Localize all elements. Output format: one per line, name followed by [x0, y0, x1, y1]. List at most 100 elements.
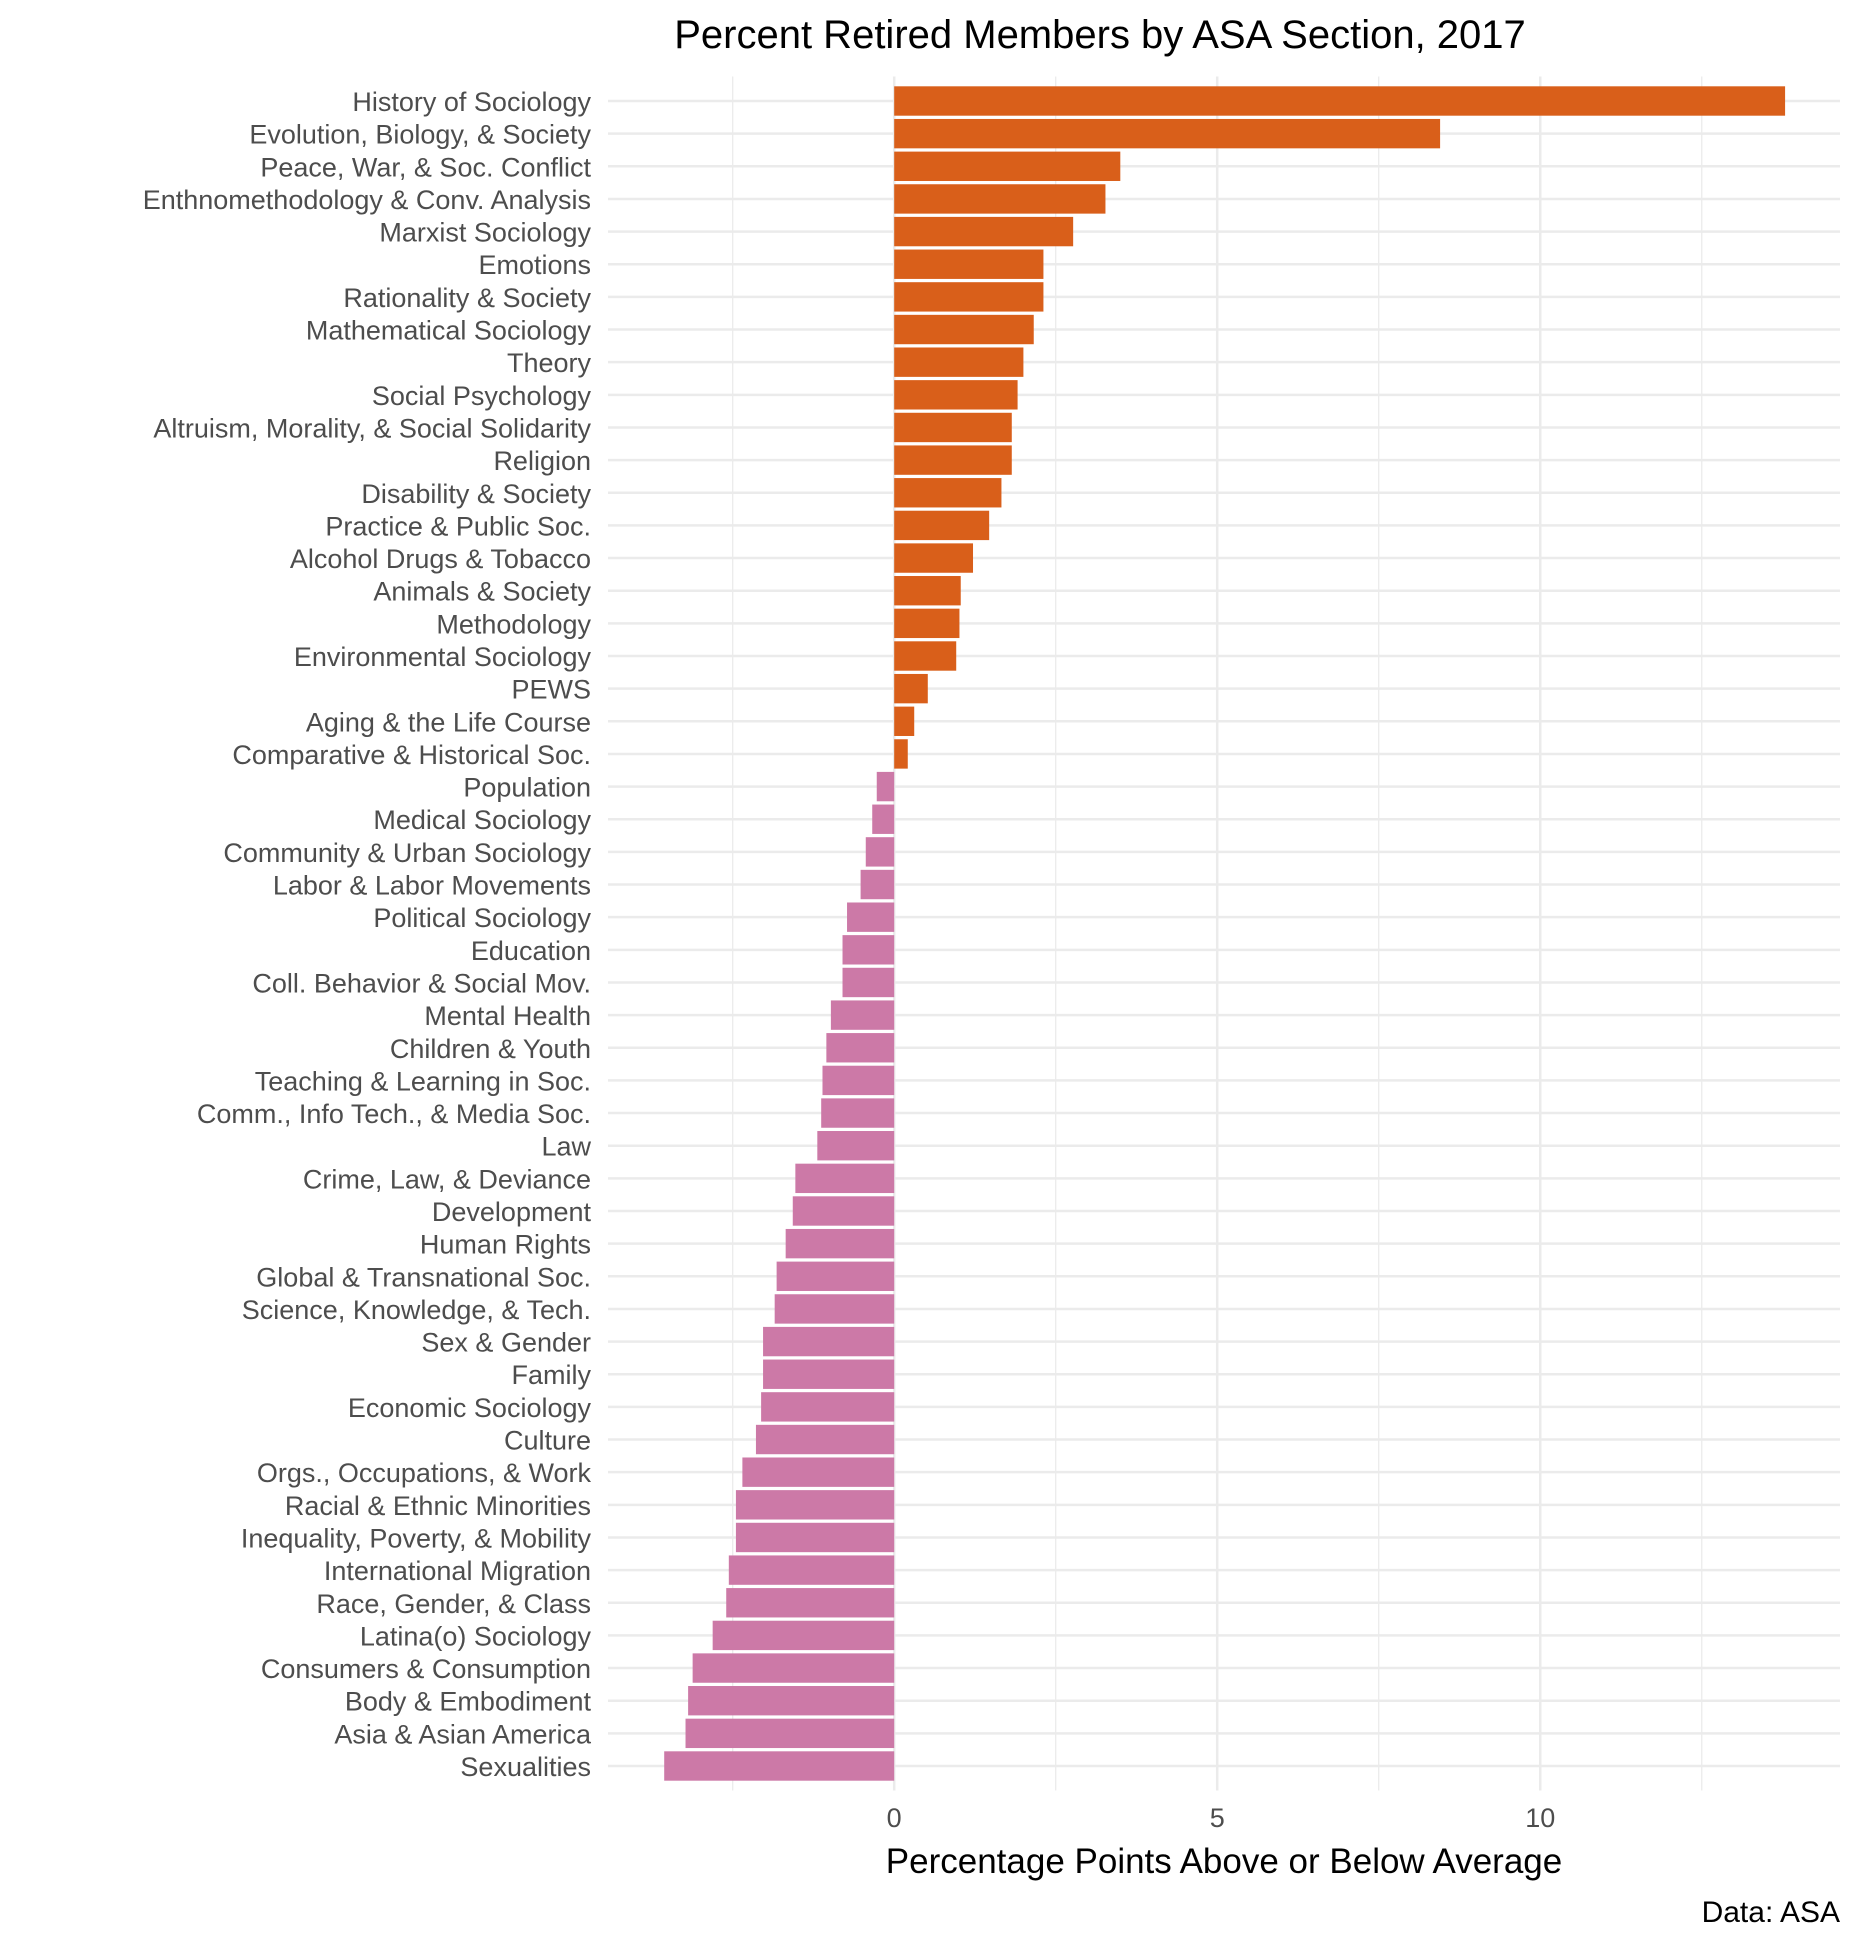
chart-title: Percent Retired Members by ASA Section, …: [674, 13, 1526, 57]
y-tick-label: Science, Knowledge, & Tech.: [242, 1295, 591, 1325]
y-tick-label: PEWS: [511, 675, 591, 705]
bar: [728, 1555, 895, 1585]
y-tick-label: Asia & Asian America: [334, 1719, 592, 1749]
y-tick-label: Emotions: [478, 250, 591, 280]
x-axis-label: Percentage Points Above or Below Average: [886, 1842, 1562, 1881]
y-tick-label: Rationality & Society: [343, 283, 591, 313]
bar: [785, 1228, 895, 1259]
y-tick-label: Family: [512, 1360, 592, 1390]
y-tick-label: Human Rights: [420, 1230, 591, 1260]
bar: [742, 1457, 895, 1487]
bar: [894, 314, 1034, 345]
y-tick-label: Animals & Society: [373, 577, 591, 607]
bar: [894, 608, 960, 639]
y-tick-label: Economic Sociology: [348, 1393, 592, 1423]
grid: [608, 76, 1840, 1791]
y-tick-label: Marxist Sociology: [379, 218, 591, 248]
y-tick-label: Religion: [493, 446, 591, 476]
bar: [735, 1522, 895, 1553]
bar: [735, 1490, 895, 1520]
bar: [792, 1196, 895, 1226]
bar: [761, 1392, 895, 1422]
y-tick-label: Social Psychology: [372, 381, 592, 411]
y-tick-label: Community & Urban Sociology: [223, 838, 591, 868]
y-tick-label: Medical Sociology: [373, 805, 591, 835]
y-tick-label: Enthnomethodology & Conv. Analysis: [143, 185, 591, 215]
bar: [876, 771, 895, 802]
bar: [894, 739, 908, 769]
bar: [894, 673, 928, 704]
bar: [685, 1718, 895, 1749]
bar: [821, 1098, 895, 1128]
bar: [826, 1033, 895, 1063]
bar: [688, 1686, 895, 1716]
bar: [817, 1131, 895, 1161]
y-tick-label: Mental Health: [424, 1001, 591, 1031]
y-tick-label: Sex & Gender: [421, 1328, 591, 1358]
bar: [894, 576, 961, 606]
bar: [894, 543, 974, 573]
y-tick-label: Consumers & Consumption: [261, 1654, 591, 1684]
x-tick-label: 0: [887, 1803, 902, 1833]
y-tick-label: Global & Transnational Soc.: [256, 1262, 591, 1292]
bar: [894, 216, 1074, 247]
y-tick-label: Aging & the Life Course: [306, 707, 591, 737]
bar: [664, 1751, 895, 1781]
y-tick-label: Methodology: [436, 609, 591, 639]
y-tick-label: Population: [463, 773, 591, 803]
bar: [842, 935, 895, 965]
y-tick-label: Mathematical Sociology: [306, 316, 592, 346]
y-tick-label: Body & Embodiment: [345, 1687, 592, 1717]
y-tick-label: Practice & Public Soc.: [325, 511, 591, 541]
x-tick-label: 10: [1525, 1803, 1555, 1833]
y-tick-label: Political Sociology: [373, 903, 591, 933]
bar: [692, 1653, 895, 1683]
bar: [894, 706, 915, 736]
y-tick-label: Sexualities: [460, 1752, 591, 1782]
bar: [776, 1261, 895, 1291]
bar: [894, 282, 1044, 312]
bar: [872, 804, 895, 834]
bar: [894, 412, 1012, 443]
bar: [795, 1163, 895, 1194]
bar: [847, 902, 895, 932]
x-tick-label: 5: [1210, 1803, 1225, 1833]
y-tick-label: Alcohol Drugs & Tobacco: [290, 544, 591, 574]
y-tick-label: Disability & Society: [361, 479, 591, 509]
bar: [894, 151, 1121, 181]
y-tick-label: Development: [432, 1197, 592, 1227]
y-tick-label: Teaching & Learning in Soc.: [255, 1066, 591, 1096]
y-tick-label: Environmental Sociology: [294, 642, 592, 672]
bars: [664, 86, 1786, 1781]
bar: [894, 249, 1044, 279]
bar: [894, 380, 1018, 410]
y-tick-label: Inequality, Poverty, & Mobility: [241, 1523, 592, 1553]
y-tick-label: Comparative & Historical Soc.: [232, 740, 591, 770]
bar: [726, 1588, 895, 1618]
y-tick-label: Law: [541, 1132, 591, 1162]
y-tick-label: Latina(o) Sociology: [360, 1621, 592, 1651]
x-tick-labels: 0 5 10: [887, 1803, 1556, 1833]
y-tick-label: Peace, War, & Soc. Conflict: [260, 152, 591, 182]
bar: [894, 478, 1002, 508]
bar: [822, 1065, 895, 1096]
bar: [894, 118, 1441, 149]
bar: [842, 967, 895, 998]
y-tick-label: Coll. Behavior & Social Mov.: [252, 968, 591, 998]
y-tick-label: Theory: [507, 348, 592, 378]
bar: [894, 184, 1106, 214]
bar: [860, 869, 895, 900]
y-tick-label: Crime, Law, & Deviance: [303, 1164, 591, 1194]
bar: [865, 837, 895, 867]
bar: [894, 510, 990, 541]
y-tick-label: Racial & Ethnic Minorities: [285, 1491, 591, 1521]
bar: [894, 347, 1024, 377]
y-tick-label: History of Sociology: [352, 87, 591, 117]
y-tick-label: Race, Gender, & Class: [316, 1589, 591, 1619]
bar: [763, 1359, 895, 1389]
y-tick-label: Children & Youth: [390, 1034, 591, 1064]
y-tick-label: Comm., Info Tech., & Media Soc.: [197, 1099, 591, 1129]
bar: [894, 86, 1786, 116]
